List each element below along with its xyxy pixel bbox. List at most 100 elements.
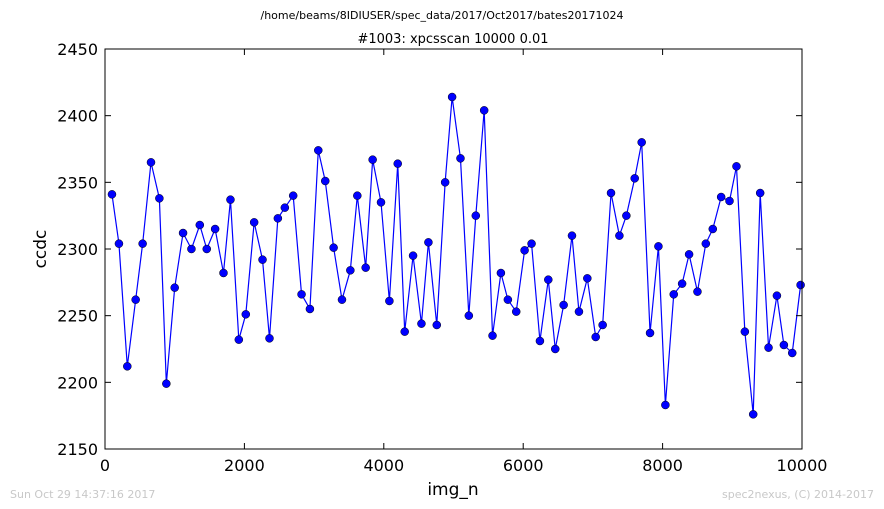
y-tick-label: 2200 [57, 373, 98, 392]
data-point [321, 176, 330, 186]
data-point [708, 224, 718, 234]
x-tick-label: 10000 [777, 456, 828, 475]
chart-title: #1003: xpcsscan 10000 0.01 [357, 32, 548, 47]
data-point [591, 332, 600, 342]
data-point [669, 290, 678, 299]
x-tick-label: 6000 [503, 456, 544, 475]
data-point [574, 307, 584, 316]
x-axis-label: img_n [427, 480, 478, 500]
data-point [520, 246, 529, 255]
data-point [748, 410, 758, 419]
data-point [195, 220, 205, 230]
data-point [241, 310, 251, 319]
data-point [606, 188, 616, 198]
data-point [637, 138, 646, 147]
data-point [162, 379, 171, 388]
data-point [432, 320, 442, 330]
data-point [796, 280, 805, 290]
data-point [677, 279, 687, 288]
data-point [583, 274, 592, 283]
data-point [138, 239, 147, 248]
data-point [479, 106, 489, 115]
data-point [488, 331, 497, 340]
data-point [755, 188, 765, 198]
data-point [187, 244, 196, 254]
data-point [219, 268, 228, 278]
data-point [732, 162, 741, 171]
data-point [456, 154, 465, 163]
x-tick-label: 0 [100, 456, 110, 475]
data-point [503, 295, 513, 304]
y-tick-label: 2250 [57, 307, 98, 326]
data-point [249, 218, 259, 227]
data-point [645, 328, 655, 338]
x-tick-label: 4000 [363, 456, 404, 475]
data-point [202, 244, 212, 254]
y-tick-label: 2300 [57, 240, 98, 259]
data-point [393, 159, 402, 168]
chart-suptitle: /home/beams/8IDIUSER/spec_data/2017/Oct2… [261, 9, 624, 22]
data-point [630, 174, 639, 183]
data-point [226, 195, 235, 204]
data-point [408, 251, 418, 260]
data-point [265, 334, 274, 343]
data-point [273, 214, 283, 223]
data-point [684, 250, 694, 259]
data-point [210, 224, 220, 234]
data-point [107, 190, 117, 199]
data-point [559, 300, 568, 310]
data-point [314, 146, 323, 155]
y-axis-label: ccdc [31, 230, 51, 269]
data-point [598, 320, 607, 330]
x-tick-label: 2000 [224, 456, 265, 475]
data-point [471, 211, 481, 220]
data-point [567, 231, 577, 240]
data-point [511, 307, 521, 316]
data-point [361, 263, 370, 272]
data-point [551, 344, 560, 354]
data-point [258, 255, 267, 264]
data-point [779, 340, 789, 350]
y-tick-label: 2450 [57, 40, 98, 59]
data-point [622, 211, 631, 220]
data-point [329, 243, 338, 252]
data-point [496, 268, 506, 278]
data-point [155, 194, 164, 203]
data-point [701, 239, 711, 248]
data-point [376, 198, 386, 207]
data-point [234, 335, 244, 344]
data-point [725, 196, 734, 206]
axis-ticks: 0 2000 4000 6000 8000 10000 2150 2200 2250 2300 23… [57, 40, 827, 475]
data-point [654, 242, 663, 251]
data-point [400, 327, 409, 336]
series-line [111, 96, 802, 415]
y-tick-label: 2400 [57, 107, 98, 126]
data-point [170, 283, 179, 292]
data-point [740, 327, 750, 336]
data-point [447, 92, 457, 102]
x-tick-label: 8000 [642, 456, 683, 475]
data-point [385, 296, 394, 306]
data-point [346, 266, 355, 275]
footer-credit: spec2nexus, (C) 2014-2017 [722, 488, 874, 501]
data-point [297, 290, 306, 299]
data-point [368, 155, 377, 164]
data-point [114, 239, 124, 248]
data-point [764, 343, 773, 352]
data-point [280, 203, 290, 212]
data-point [337, 295, 347, 304]
data-point [787, 348, 797, 358]
data-point [131, 295, 140, 304]
y-tick-label: 2350 [57, 173, 98, 192]
data-point [693, 287, 702, 296]
data-point [464, 311, 474, 320]
data-point [353, 191, 362, 200]
data-point [772, 291, 782, 300]
data-point [716, 192, 726, 202]
data-point [417, 319, 426, 328]
data-point [123, 362, 132, 371]
data-point [305, 304, 315, 314]
data-point [288, 191, 298, 200]
data-point [527, 239, 536, 248]
